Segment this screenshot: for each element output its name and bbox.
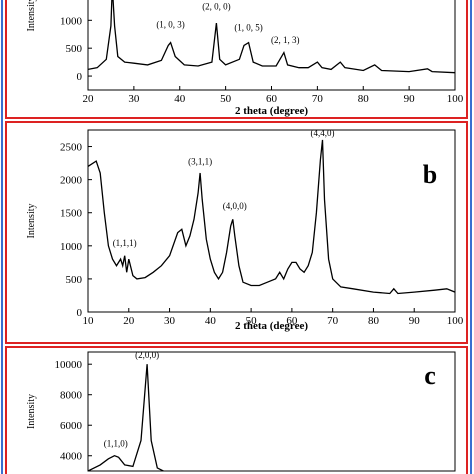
peak-annotation: (2,0,0) bbox=[135, 350, 159, 360]
y-tick-label: 1000 bbox=[60, 15, 83, 27]
x-tick-label: 50 bbox=[246, 315, 258, 327]
x-tick-label: 90 bbox=[409, 315, 421, 327]
y-tick-label: 500 bbox=[66, 274, 83, 286]
peak-annotation: (1, 0, 5) bbox=[234, 22, 263, 32]
x-tick-label: 10 bbox=[83, 315, 95, 327]
y-axis-label: Intensity bbox=[26, 394, 37, 429]
x-axis-label: 2 theta (degree) bbox=[235, 105, 308, 117]
x-tick-label: 80 bbox=[368, 315, 380, 327]
x-tick-label: 30 bbox=[164, 315, 176, 327]
y-tick-label: 500 bbox=[66, 43, 83, 55]
y-tick-label: 4000 bbox=[60, 451, 83, 463]
x-tick-label: 90 bbox=[404, 93, 416, 105]
x-axis-label: 2 theta (degree) bbox=[235, 320, 308, 332]
plot-frame bbox=[87, 351, 456, 472]
peak-annotation: (3,1,1) bbox=[188, 156, 212, 166]
x-tick-label: 50 bbox=[220, 93, 232, 105]
y-tick-label: 0 bbox=[77, 307, 83, 319]
x-tick-label: 20 bbox=[83, 93, 95, 105]
peak-annotation: (2, 1, 3) bbox=[271, 35, 300, 45]
y-tick-label: 1000 bbox=[60, 241, 83, 253]
peak-annotation: (1,1,0) bbox=[104, 439, 128, 449]
x-tick-label: 100 bbox=[447, 315, 464, 327]
peak-annotation: (1, 0, 3) bbox=[156, 20, 185, 30]
y-tick-label: 8000 bbox=[60, 390, 83, 402]
spectrum-line bbox=[88, 139, 455, 295]
x-tick-label: 30 bbox=[128, 93, 140, 105]
y-tick-label: 2500 bbox=[60, 142, 83, 154]
y-tick-label: 1500 bbox=[60, 208, 83, 220]
panel-frame bbox=[5, 0, 468, 119]
panel-letter: c bbox=[424, 361, 436, 390]
x-tick-label: 40 bbox=[205, 315, 217, 327]
peak-annotation: (2, 0, 0) bbox=[202, 2, 231, 12]
x-tick-label: 70 bbox=[327, 315, 339, 327]
peak-annotation: (4,0,0) bbox=[223, 201, 247, 211]
plot-frame bbox=[87, 129, 456, 313]
panel-letter: b bbox=[423, 160, 437, 189]
spectrum-line bbox=[88, 0, 455, 74]
x-tick-label: 60 bbox=[286, 315, 298, 327]
panel-frame bbox=[5, 346, 468, 474]
y-tick-label: 2000 bbox=[60, 175, 83, 187]
x-tick-label: 100 bbox=[447, 93, 464, 105]
peak-annotation: (4,4,0) bbox=[310, 128, 334, 138]
x-tick-label: 20 bbox=[123, 315, 135, 327]
peak-annotation: (1,1,1) bbox=[113, 238, 137, 248]
x-tick-label: 70 bbox=[312, 93, 324, 105]
y-axis-label: Intensity bbox=[26, 204, 37, 239]
spectrum-line bbox=[88, 364, 165, 471]
y-axis-label: Intensity bbox=[26, 0, 37, 32]
y-tick-label: 10000 bbox=[55, 359, 83, 371]
x-tick-label: 40 bbox=[174, 93, 186, 105]
x-tick-label: 80 bbox=[358, 93, 370, 105]
x-tick-label: 60 bbox=[266, 93, 278, 105]
y-tick-label: 6000 bbox=[60, 420, 83, 432]
y-tick-label: 0 bbox=[77, 71, 83, 83]
panel-frame bbox=[5, 121, 468, 344]
